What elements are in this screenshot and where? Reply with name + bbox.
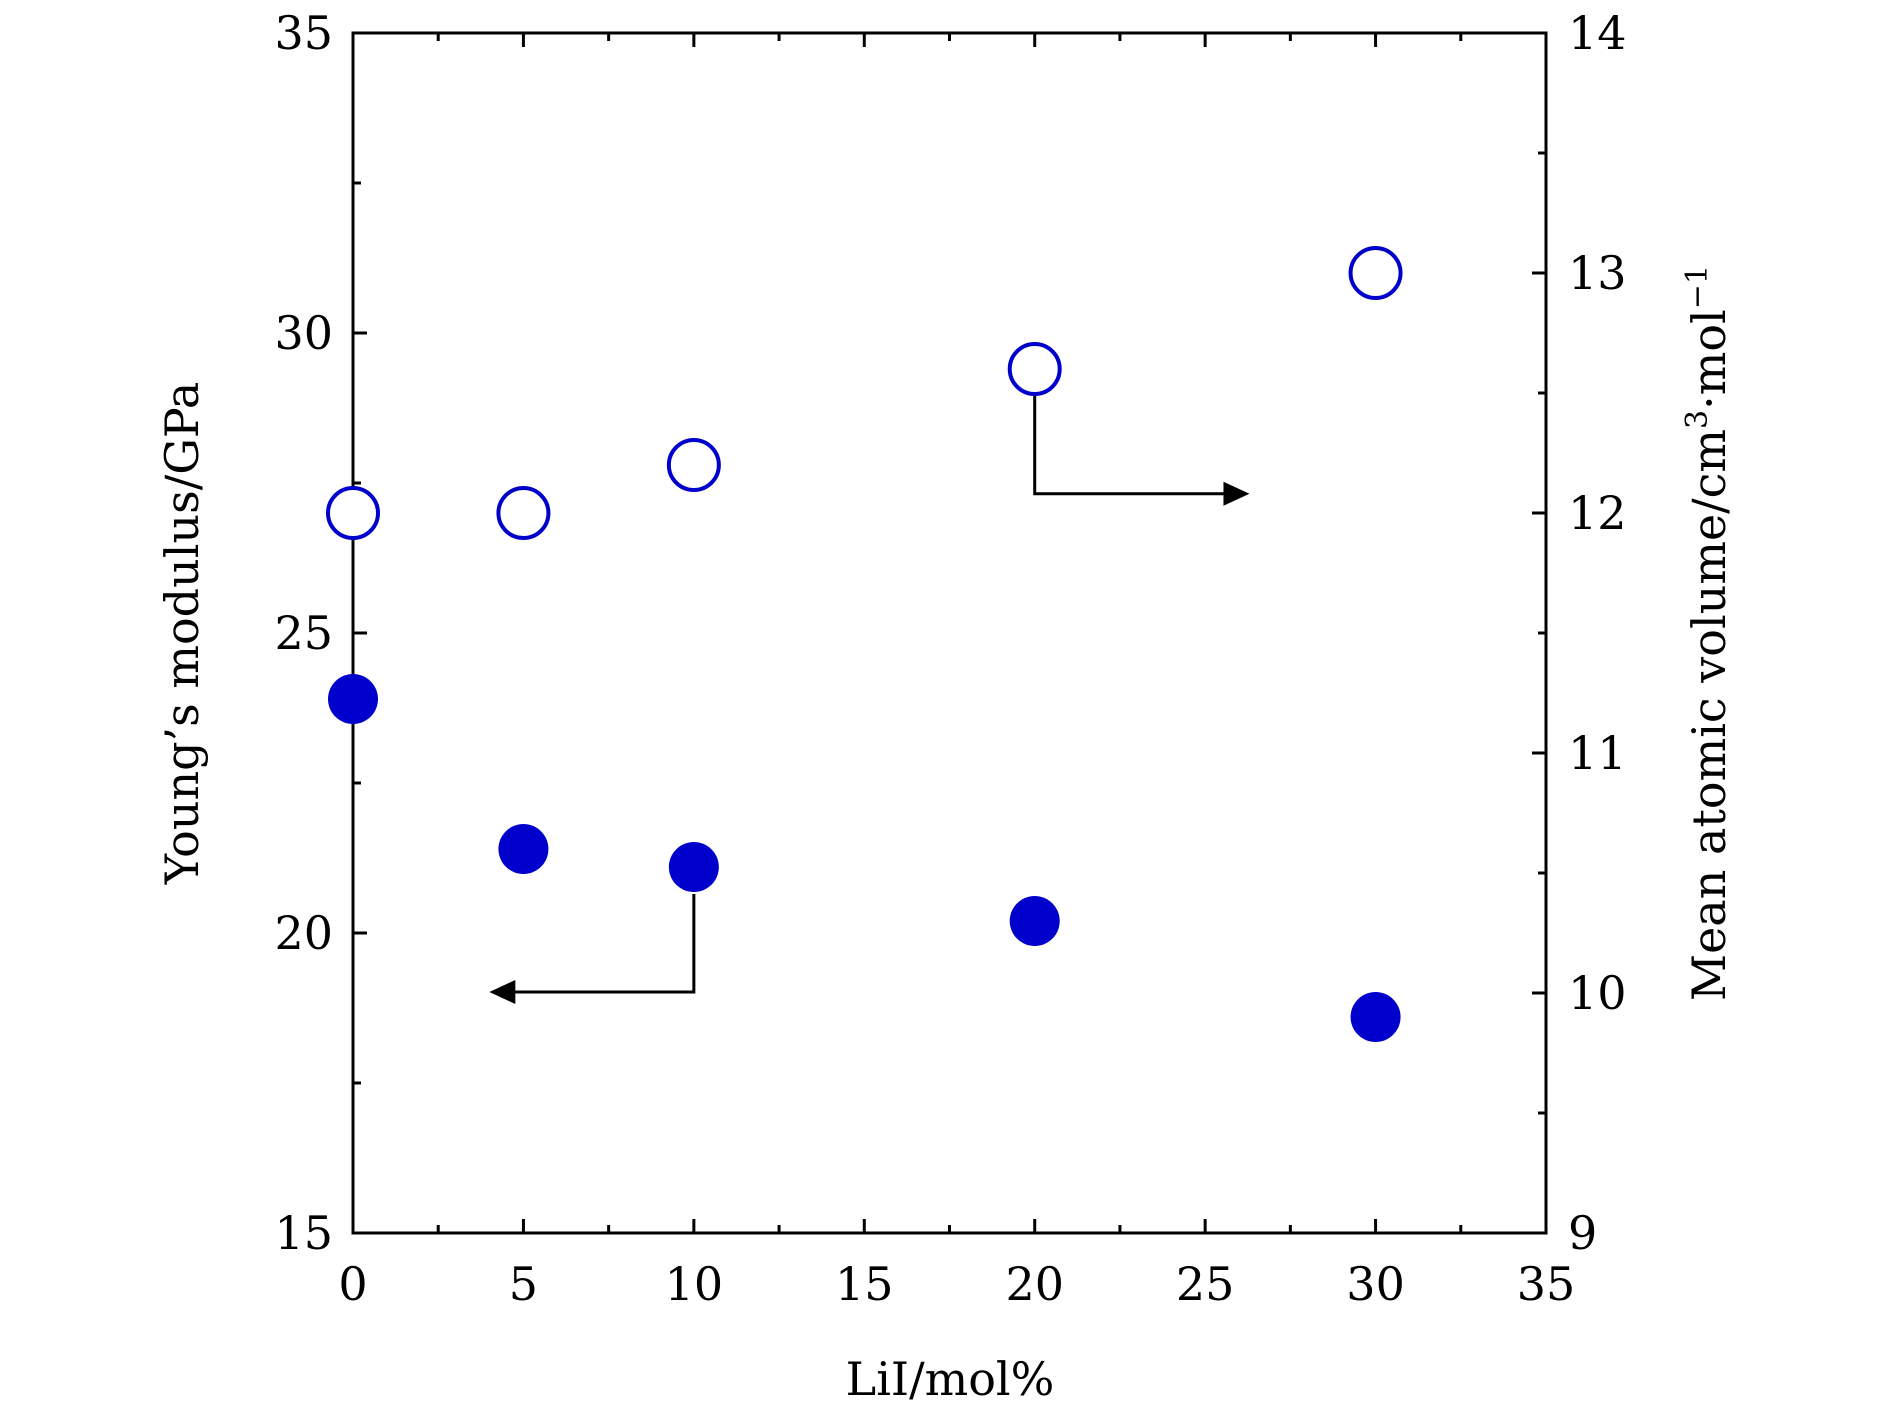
y-left-tick-label: 30 xyxy=(274,306,333,360)
y-left-tick-label: 35 xyxy=(274,6,333,60)
x-tick-label: 20 xyxy=(1005,1257,1064,1311)
data-point-mean-atomic-volume xyxy=(326,486,380,540)
y-right-axis-title-base: Mean atomic volume/cm xyxy=(1682,429,1736,1001)
y-right-tick-label: 12 xyxy=(1568,486,1627,540)
x-tick-label: 15 xyxy=(835,1257,894,1311)
y-left-tick-label: 20 xyxy=(274,906,333,960)
left-axis-arrow-line xyxy=(513,894,696,994)
x-tick-label: 5 xyxy=(509,1257,538,1311)
y-right-axis-title-mid: ·mol xyxy=(1682,309,1736,410)
y-left-tick-label: 25 xyxy=(274,606,333,660)
data-point-youngs-modulus xyxy=(668,842,719,892)
x-tick-label: 0 xyxy=(338,1257,367,1311)
data-point-mean-atomic-volume xyxy=(666,438,721,492)
y-right-axis-title: Mean atomic volume/cm3·mol−1 xyxy=(1680,265,1736,1001)
y-right-axis-title-sup2: −1 xyxy=(1680,265,1715,309)
y-right-tick-label: 11 xyxy=(1568,726,1627,780)
x-axis-title: LiI/mol% xyxy=(846,1352,1055,1406)
data-point-youngs-modulus xyxy=(1350,992,1401,1042)
data-point-mean-atomic-volume xyxy=(1007,342,1062,396)
x-tick-label: 30 xyxy=(1346,1257,1405,1311)
y-right-axis-title-sup1: 3 xyxy=(1680,410,1715,429)
data-point-youngs-modulus xyxy=(498,824,549,874)
x-tick-label: 35 xyxy=(1517,1257,1576,1311)
data-point-mean-atomic-volume xyxy=(496,486,551,540)
data-points xyxy=(326,246,1403,1042)
y-left-tick-label: 15 xyxy=(274,1206,333,1260)
right-axis-arrowhead xyxy=(1223,481,1250,506)
y-left-axis-title: Young’s modulus/GPa xyxy=(155,382,209,886)
data-point-mean-atomic-volume xyxy=(1348,246,1403,300)
plot-frame xyxy=(351,31,1548,1235)
right-axis-arrow-line xyxy=(1033,396,1226,496)
y-right-tick-label: 9 xyxy=(1568,1206,1597,1260)
data-point-youngs-modulus xyxy=(328,674,378,724)
y-right-tick-label: 10 xyxy=(1568,966,1627,1020)
x-tick-label: 10 xyxy=(665,1257,724,1311)
y-right-tick-label: 13 xyxy=(1568,246,1627,300)
y-right-tick-label: 14 xyxy=(1568,6,1627,60)
left-axis-arrowhead xyxy=(489,980,516,1004)
axis-ticks xyxy=(351,31,1548,1235)
data-point-youngs-modulus xyxy=(1009,896,1060,946)
axis-indicator-arrows xyxy=(489,396,1250,1004)
x-tick-label: 25 xyxy=(1176,1257,1235,1311)
